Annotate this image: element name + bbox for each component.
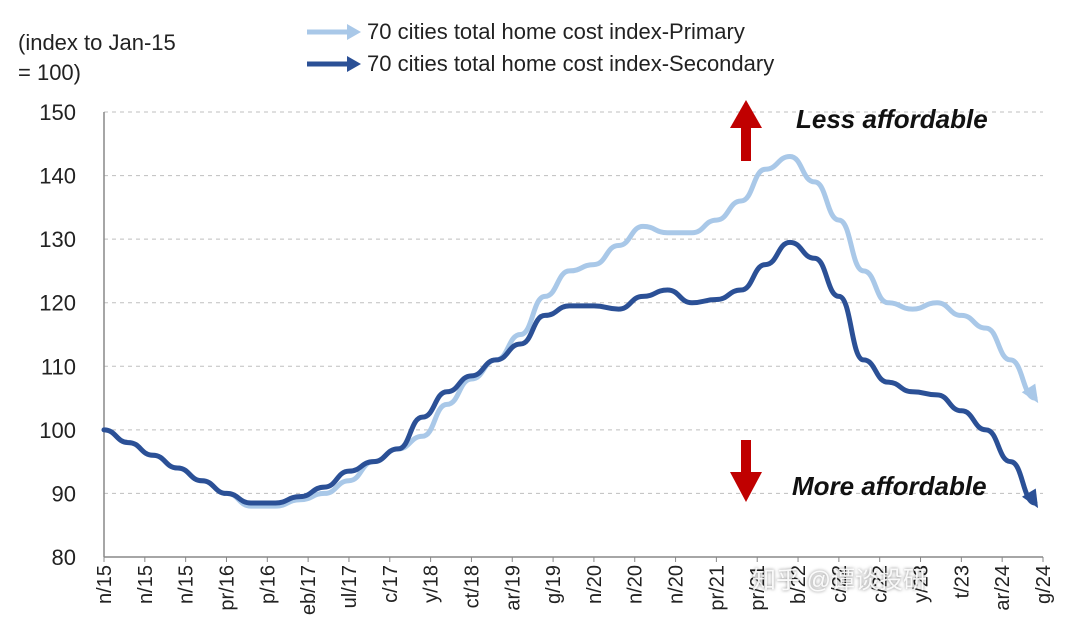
x-tick-label-23: g/24: [1033, 565, 1055, 604]
x-tick-label-18: c/22: [829, 565, 851, 603]
annotation-more-affordable: More affordable: [792, 471, 987, 501]
y-tick-label-100: 100: [39, 418, 76, 443]
legend-swatch-secondary: [307, 56, 361, 72]
legend-item-primary: 70 cities total home cost index-Primary: [305, 16, 774, 48]
legend-item-secondary: 70 cities total home cost index-Secondar…: [305, 48, 774, 80]
x-tick-label-6: ul/17: [339, 565, 361, 608]
y-tick-label-130: 130: [39, 227, 76, 252]
x-tick-label-0: n/15: [94, 565, 116, 604]
series-arrowhead-primary: [1021, 383, 1039, 404]
x-tick-label-4: p/16: [257, 565, 279, 604]
x-tick-label-20: y/23: [911, 565, 933, 603]
annotation-less-affordable: Less affordable: [796, 104, 988, 134]
x-tick-label-14: n/20: [666, 565, 688, 604]
x-tick-label-19: c/22: [870, 565, 892, 603]
y-tick-label-90: 90: [52, 481, 76, 506]
y-axis-label-line-2: = 100): [18, 60, 81, 85]
y-tick-label-140: 140: [39, 164, 76, 189]
y-tick-label-150: 150: [39, 100, 76, 125]
up-arrow-head: [730, 100, 762, 128]
x-tick-label-15: pr/21: [706, 565, 728, 611]
x-tick-label-22: ar/24: [992, 565, 1014, 611]
x-tick-label-11: g/19: [543, 565, 565, 604]
x-tick-label-8: y/18: [421, 565, 443, 603]
x-tick-label-2: n/15: [176, 565, 198, 604]
x-tick-label-1: n/15: [135, 565, 157, 604]
down-arrow-head: [730, 472, 762, 502]
up-arrow-shaft: [741, 125, 751, 161]
x-tick-label-12: n/20: [584, 565, 606, 604]
x-tick-label-16: pr/21: [747, 565, 769, 611]
x-tick-label-21: t/23: [951, 565, 973, 598]
y-tick-label-80: 80: [52, 545, 76, 570]
x-tick-label-10: ar/19: [502, 565, 524, 611]
legend-swatch-primary: [307, 24, 361, 40]
legend: 70 cities total home cost index-Primary …: [305, 16, 774, 80]
series-line-primary: [101, 154, 1038, 509]
x-tick-label-13: n/20: [625, 565, 647, 604]
y-tick-label-110: 110: [41, 354, 76, 379]
y-axis-label: (index to Jan-15 = 100): [18, 28, 176, 88]
series-arrowhead-secondary: [1021, 488, 1039, 509]
series-line-secondary: [101, 239, 1038, 506]
y-axis-label-line-1: (index to Jan-15: [18, 30, 176, 55]
x-tick-label-5: eb/17: [298, 565, 320, 615]
down-arrow-shaft: [741, 440, 751, 474]
legend-label-primary: 70 cities total home cost index-Primary: [367, 19, 745, 44]
x-tick-label-7: c/17: [380, 565, 402, 603]
y-tick-label-120: 120: [39, 291, 76, 316]
x-tick-label-9: ct/18: [461, 565, 483, 608]
legend-label-secondary: 70 cities total home cost index-Secondar…: [367, 51, 775, 76]
x-tick-label-3: pr/16: [216, 565, 238, 611]
watermark: 知乎 @谭谈投研: [752, 567, 928, 594]
x-tick-label-17: b/22: [788, 565, 810, 604]
